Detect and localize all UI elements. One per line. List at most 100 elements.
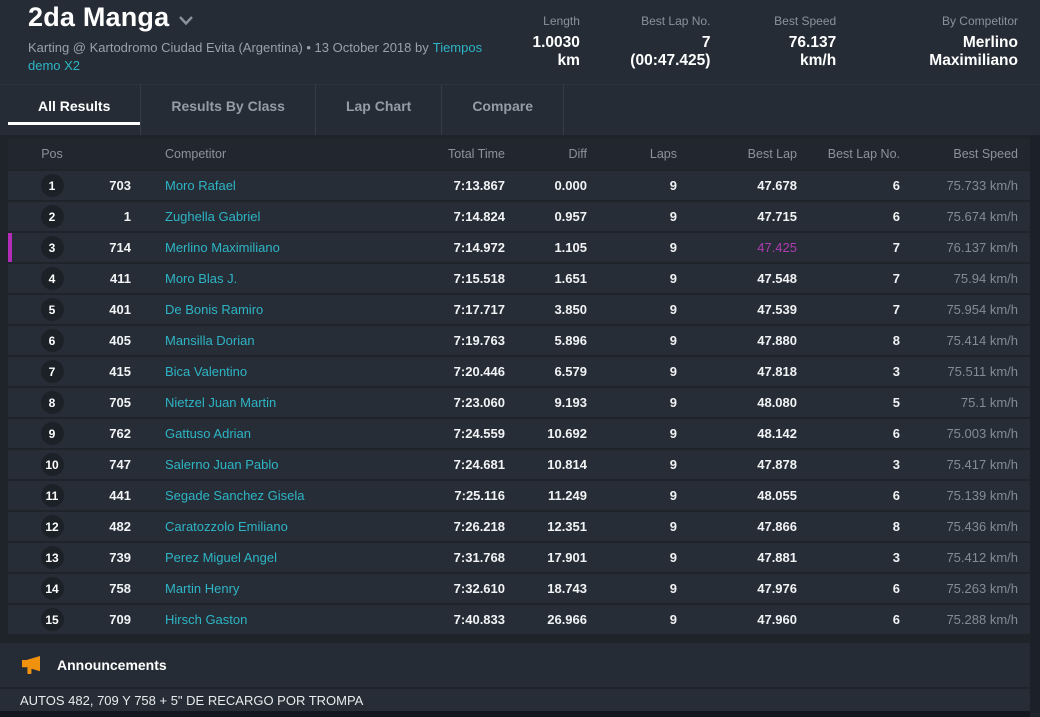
best-lap-cell: 47.425 [757,240,797,255]
page-header: 2da Manga Karting @ Kartodromo Ciudad Ev… [0,0,1040,84]
best-speed-cell: 75.288 km/h [946,612,1018,627]
position-badge: 3 [40,236,64,259]
kart-number-cell: 705 [109,395,131,410]
competitor-link[interactable]: Gattuso Adrian [165,426,251,441]
stat-label: Best Lap No. [641,14,711,28]
page-title: 2da Manga [28,2,170,32]
results-table: Pos Competitor Total Time Diff Laps Best… [8,139,1030,636]
total-time-cell: 7:31.768 [453,550,505,565]
diff-cell: 11.249 [547,488,587,503]
laps-cell: 9 [669,364,677,379]
tab-results-by-class[interactable]: Results By Class [141,85,316,135]
position-badge: 14 [40,577,64,600]
table-row[interactable]: 4 411 Moro Blas J. 7:15.518 1.651 9 47.5… [8,264,1030,295]
position-badge: 1 [40,174,64,197]
competitor-link[interactable]: Merlino Maximiliano [165,240,280,255]
table-row[interactable]: 5 401 De Bonis Ramiro 7:17.717 3.850 9 4… [8,295,1030,326]
session-subtitle: Karting @ Kartodromo Ciudad Evita (Argen… [28,39,511,75]
table-row[interactable]: 11 441 Segade Sanchez Gisela 7:25.116 11… [8,481,1030,512]
table-row[interactable]: 10 747 Salerno Juan Pablo 7:24.681 10.81… [8,450,1030,481]
table-row[interactable]: 8 705 Nietzel Juan Martin 7:23.060 9.193… [8,388,1030,419]
diff-cell: 1.651 [554,271,587,286]
col-best-lap: Best Lap [747,147,797,161]
diff-cell: 12.351 [547,519,587,534]
laps-cell: 9 [669,395,677,410]
subtitle-text: Karting @ Kartodromo Ciudad Evita (Argen… [28,40,429,55]
best-lap-cell: 47.878 [757,457,797,472]
position-badge: 5 [40,298,64,321]
position-badge: 10 [40,453,64,476]
tab-all-results[interactable]: All Results [8,85,142,135]
kart-number-cell: 441 [109,488,131,503]
announcements-title: Announcements [57,657,167,673]
total-time-cell: 7:13.867 [453,178,505,193]
diff-cell: 10.814 [547,457,587,472]
diff-cell: 0.000 [554,178,587,193]
table-row[interactable]: 13 739 Perez Miguel Angel 7:31.768 17.90… [8,543,1030,574]
session-selector[interactable]: 2da Manga [28,2,511,33]
col-pos: Pos [41,147,63,161]
best-lap-no-cell: 6 [892,426,900,441]
position-badge: 6 [40,329,64,352]
table-row[interactable]: 12 482 Caratozzolo Emiliano 7:26.218 12.… [8,512,1030,543]
competitor-link[interactable]: Perez Miguel Angel [165,550,278,565]
scrollbar-track[interactable] [1030,135,1040,713]
stat-best-speed: Best Speed 76.137 km/h [754,13,836,84]
best-lap-no-cell: 3 [892,457,900,472]
session-stats: Length 1.0030 km Best Lap No. 7 (00:47.4… [511,0,1018,84]
table-row[interactable]: 3 714 Merlino Maximiliano 7:14.972 1.105… [8,233,1030,264]
col-total-time: Total Time [448,147,505,161]
organizer-link[interactable]: Tiempos demo X2 [28,40,483,73]
laps-cell: 9 [669,457,677,472]
laps-cell: 9 [669,209,677,224]
tab-lap-chart[interactable]: Lap Chart [316,85,443,135]
competitor-link[interactable]: Martin Henry [165,581,240,596]
competitor-link[interactable]: De Bonis Ramiro [165,302,264,317]
best-lap-cell: 47.976 [757,581,797,596]
competitor-link[interactable]: Salerno Juan Pablo [165,457,279,472]
laps-cell: 9 [669,426,677,441]
best-lap-no-cell: 6 [892,488,900,503]
total-time-cell: 7:24.681 [453,457,505,472]
position-badge: 15 [40,608,64,631]
table-row[interactable]: 6 405 Mansilla Dorian 7:19.763 5.896 9 4… [8,326,1030,357]
results-tabs: All Results Results By Class Lap Chart C… [0,84,1040,135]
competitor-link[interactable]: Nietzel Juan Martin [165,395,277,410]
kart-number-cell: 709 [109,612,131,627]
table-row[interactable]: 7 415 Bica Valentino 7:20.446 6.579 9 47… [8,357,1030,388]
table-row[interactable]: 14 758 Martin Henry 7:32.610 18.743 9 47… [8,574,1030,605]
competitor-link[interactable]: Hirsch Gaston [165,612,248,627]
best-lap-no-cell: 6 [892,178,900,193]
laps-cell: 9 [669,581,677,596]
stat-value: 1.0030 km [532,34,580,69]
competitor-link[interactable]: Mansilla Dorian [165,333,255,348]
competitor-link[interactable]: Segade Sanchez Gisela [165,488,305,503]
competitor-link[interactable]: Moro Rafael [165,178,236,193]
table-row[interactable]: 1 703 Moro Rafael 7:13.867 0.000 9 47.67… [8,171,1030,202]
competitor-link[interactable]: Bica Valentino [165,364,248,379]
kart-number-cell: 739 [109,550,131,565]
announcements-header: Announcements [0,643,1030,689]
kart-number-cell: 482 [109,519,131,534]
table-row[interactable]: 2 1 Zughella Gabriel 7:14.824 0.957 9 47… [8,202,1030,233]
competitor-link[interactable]: Zughella Gabriel [165,209,261,224]
laps-cell: 9 [669,271,677,286]
kart-number-cell: 714 [109,240,131,255]
competitor-link[interactable]: Moro Blas J. [165,271,238,286]
competitor-link[interactable]: Caratozzolo Emiliano [165,519,288,534]
diff-cell: 0.957 [554,209,587,224]
best-speed-cell: 75.414 km/h [946,333,1018,348]
tab-compare[interactable]: Compare [442,85,564,135]
stat-length: Length 1.0030 km [511,13,580,84]
table-row[interactable]: 15 709 Hirsch Gaston 7:40.833 26.966 9 4… [8,605,1030,636]
kart-number-cell: 415 [109,364,131,379]
position-badge: 12 [40,515,64,538]
best-lap-cell: 47.678 [757,178,797,193]
total-time-cell: 7:19.763 [453,333,505,348]
total-time-cell: 7:24.559 [453,426,505,441]
position-badge: 7 [40,360,64,383]
laps-cell: 9 [669,240,677,255]
megaphone-icon [22,656,40,674]
table-row[interactable]: 9 762 Gattuso Adrian 7:24.559 10.692 9 4… [8,419,1030,450]
best-speed-cell: 75.003 km/h [946,426,1018,441]
